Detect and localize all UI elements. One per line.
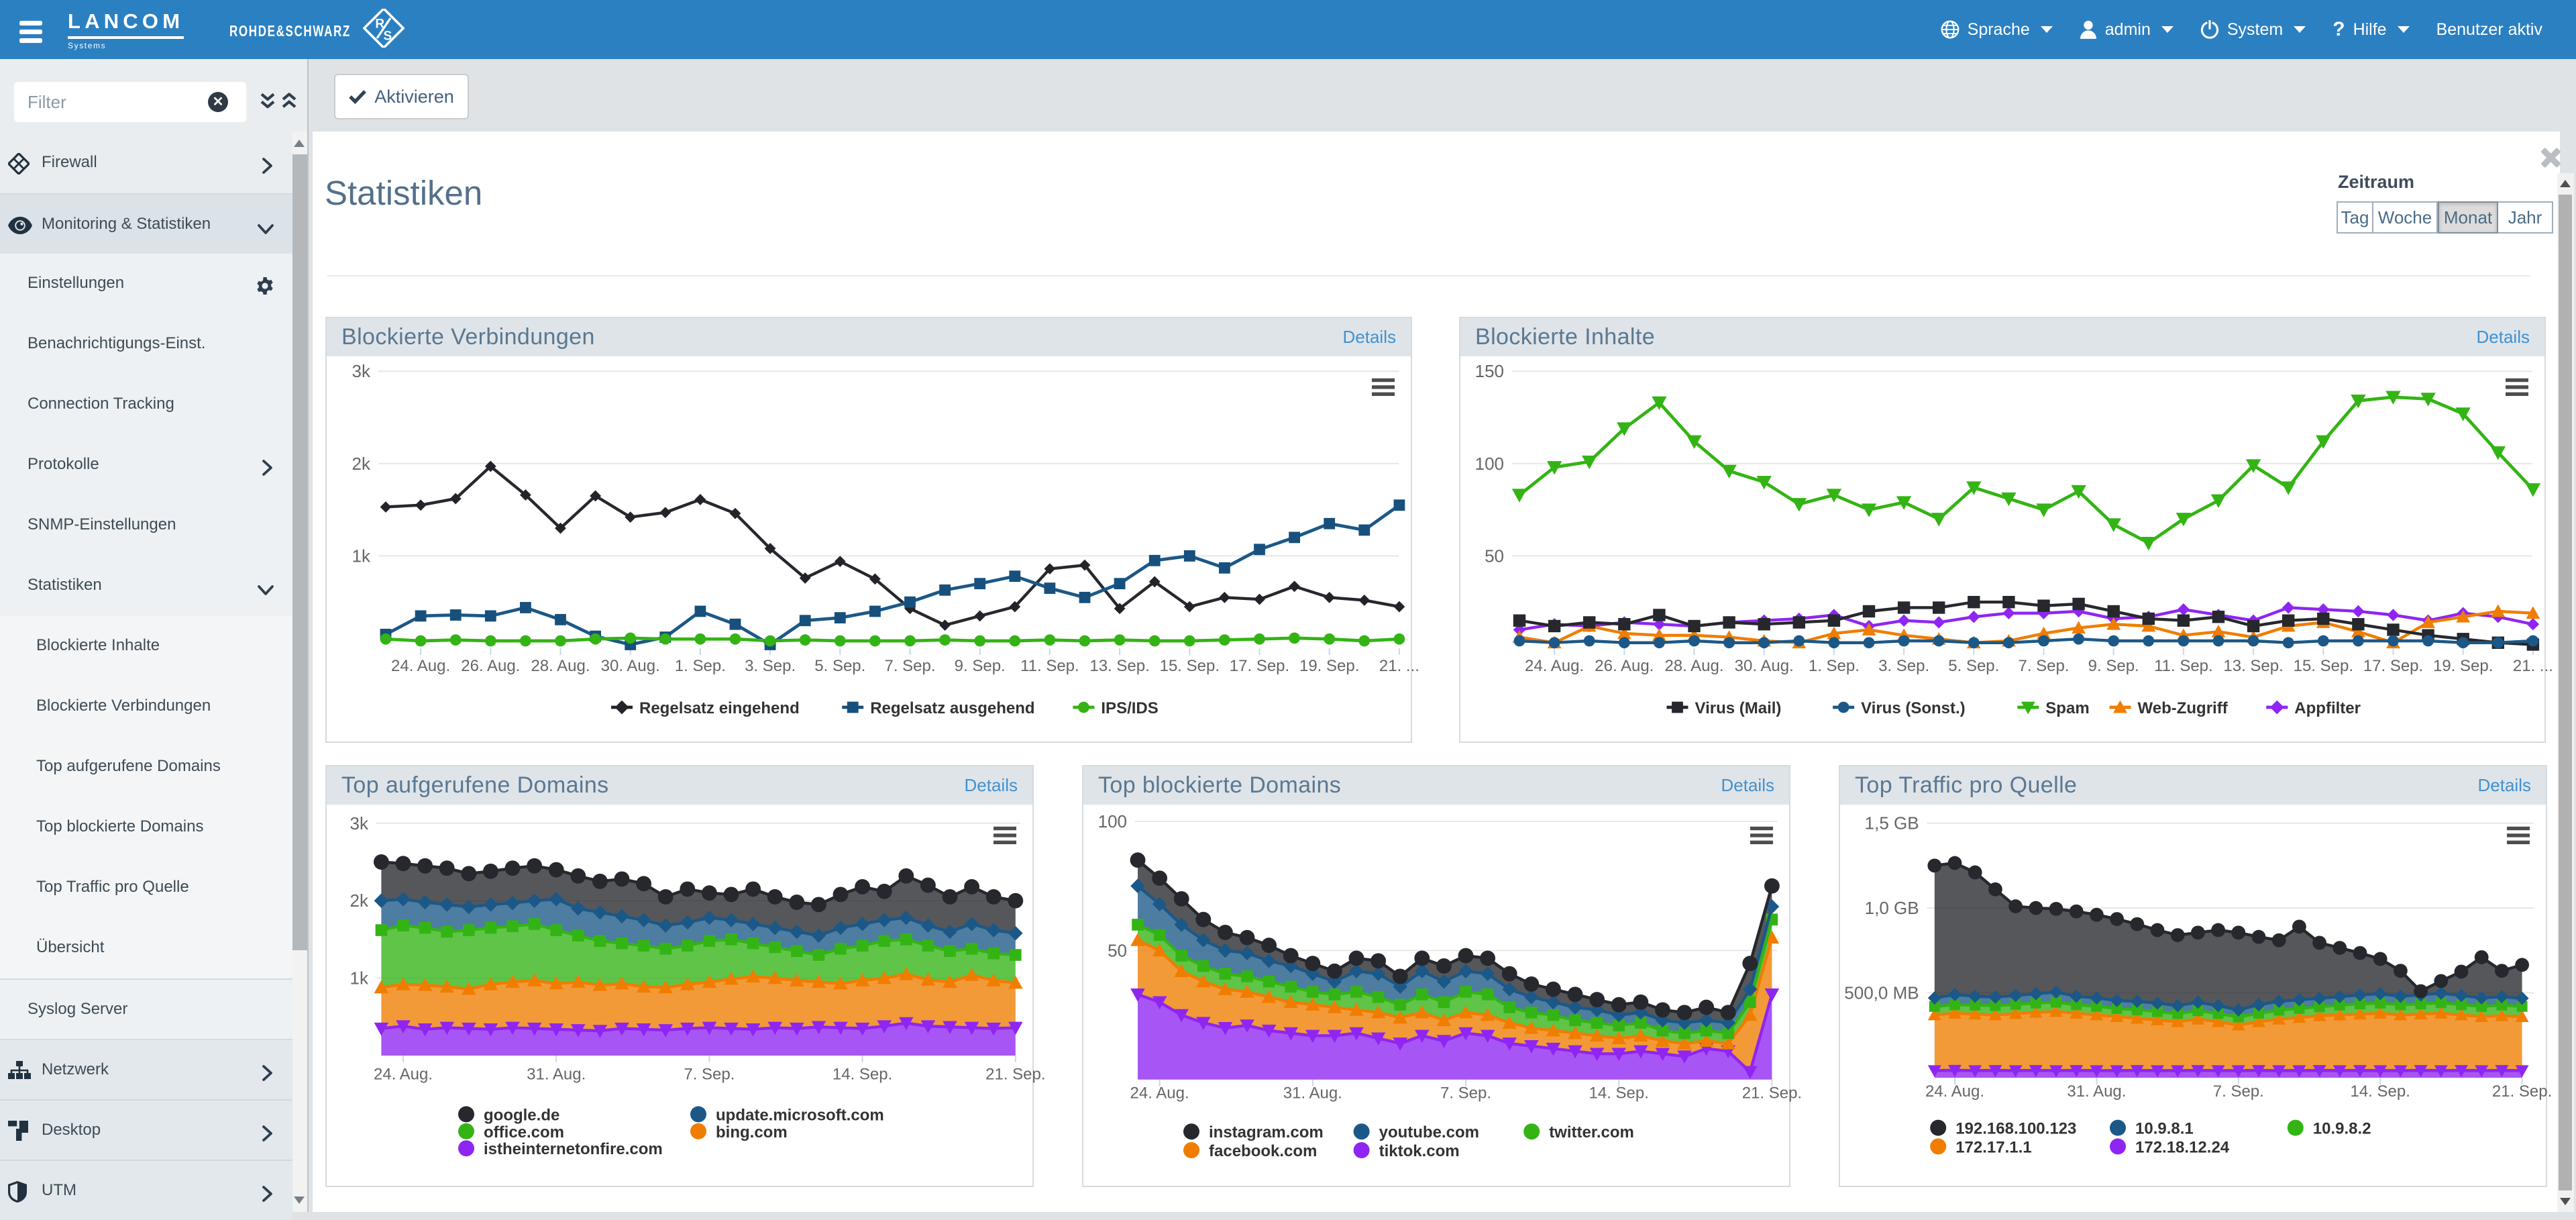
svg-text:19. Sep.: 19. Sep. <box>1299 657 1359 675</box>
svg-text:7. Sep.: 7. Sep. <box>684 1065 735 1083</box>
svg-text:bing.com: bing.com <box>716 1123 788 1141</box>
svg-text:10.9.8.2: 10.9.8.2 <box>2313 1120 2371 1138</box>
svg-text:youtube.com: youtube.com <box>1379 1123 1479 1141</box>
svg-text:7. Sep.: 7. Sep. <box>884 657 935 675</box>
svg-text:Regelsatz eingehend: Regelsatz eingehend <box>639 699 800 717</box>
svg-text:2k: 2k <box>352 454 371 474</box>
svg-text:S: S <box>383 29 392 43</box>
svg-text:31. Aug.: 31. Aug. <box>1283 1084 1342 1103</box>
svg-text:5. Sep.: 5. Sep. <box>1948 657 1999 675</box>
svg-text:IPS/IDS: IPS/IDS <box>1101 699 1158 717</box>
svg-text:100: 100 <box>1475 454 1504 474</box>
svg-text:28. Aug.: 28. Aug. <box>531 657 590 675</box>
svg-text:2k: 2k <box>350 891 369 911</box>
svg-text:26. Aug.: 26. Aug. <box>1595 657 1654 675</box>
svg-text:1,0 GB: 1,0 GB <box>1865 898 1919 918</box>
svg-text:Regelsatz ausgehend: Regelsatz ausgehend <box>870 699 1034 717</box>
svg-text:172.17.1.1: 172.17.1.1 <box>1955 1138 2031 1156</box>
svg-text:24. Aug.: 24. Aug. <box>374 1065 433 1083</box>
svg-text:tiktok.com: tiktok.com <box>1379 1142 1460 1160</box>
svg-text:3. Sep.: 3. Sep. <box>1878 657 1929 675</box>
svg-text:21. Sep.: 21. Sep. <box>985 1065 1045 1083</box>
svg-text:3k: 3k <box>350 813 369 833</box>
svg-text:14. Sep.: 14. Sep. <box>2350 1082 2410 1101</box>
svg-text:5. Sep.: 5. Sep. <box>814 657 865 675</box>
svg-text:31. Aug.: 31. Aug. <box>2067 1082 2126 1101</box>
svg-text:17. Sep.: 17. Sep. <box>1230 657 1289 675</box>
svg-text:500,0 MB: 500,0 MB <box>1844 983 1919 1003</box>
svg-text:1. Sep.: 1. Sep. <box>1809 657 1860 675</box>
svg-text:facebook.com: facebook.com <box>1209 1142 1317 1160</box>
svg-text:31. Aug.: 31. Aug. <box>527 1065 586 1083</box>
svg-text:Virus (Sonst.): Virus (Sonst.) <box>1861 699 1966 717</box>
svg-text:21. Sep.: 21. Sep. <box>2492 1082 2552 1101</box>
svg-text:30. Aug.: 30. Aug. <box>601 657 660 675</box>
svg-text:9. Sep.: 9. Sep. <box>2088 657 2139 675</box>
svg-text:7. Sep.: 7. Sep. <box>1440 1084 1491 1103</box>
svg-text:11. Sep.: 11. Sep. <box>2154 657 2213 675</box>
svg-text:24. Aug.: 24. Aug. <box>1925 1082 1984 1101</box>
svg-text:11. Sep.: 11. Sep. <box>1020 657 1079 675</box>
svg-text:26. Aug.: 26. Aug. <box>461 657 520 675</box>
svg-text:50: 50 <box>1108 940 1127 960</box>
svg-text:24. Aug.: 24. Aug. <box>391 657 450 675</box>
svg-text:7. Sep.: 7. Sep. <box>2018 657 2069 675</box>
svg-text:10.9.8.1: 10.9.8.1 <box>2135 1120 2194 1138</box>
svg-text:21. ...: 21. ... <box>1379 657 1419 675</box>
svg-text:Appfilter: Appfilter <box>2294 699 2361 717</box>
svg-text:21. Sep.: 21. Sep. <box>1742 1084 1802 1103</box>
svg-text:office.com: office.com <box>484 1123 564 1141</box>
svg-text:14. Sep.: 14. Sep. <box>1589 1084 1648 1103</box>
svg-text:R: R <box>375 17 384 31</box>
svg-text:172.18.12.24: 172.18.12.24 <box>2135 1138 2230 1156</box>
svg-text:1k: 1k <box>352 546 371 566</box>
svg-text:15. Sep.: 15. Sep. <box>2294 657 2353 675</box>
svg-text:24. Aug.: 24. Aug. <box>1525 657 1584 675</box>
svg-text:100: 100 <box>1098 811 1127 831</box>
svg-text:1,5 GB: 1,5 GB <box>1865 813 1919 833</box>
svg-text:Web-Zugriff: Web-Zugriff <box>2138 699 2229 717</box>
svg-text:30. Aug.: 30. Aug. <box>1735 657 1794 675</box>
svg-text:13. Sep.: 13. Sep. <box>1089 657 1149 675</box>
svg-text:instagram.com: instagram.com <box>1209 1123 1324 1141</box>
svg-text:150: 150 <box>1475 361 1504 381</box>
svg-text:14. Sep.: 14. Sep. <box>833 1065 892 1083</box>
svg-text:3k: 3k <box>352 361 371 381</box>
svg-text:Virus (Mail): Virus (Mail) <box>1695 699 1782 717</box>
svg-text:Spam: Spam <box>2045 699 2089 717</box>
svg-text:1k: 1k <box>350 968 369 988</box>
svg-text:update.microsoft.com: update.microsoft.com <box>716 1106 884 1124</box>
svg-text:15. Sep.: 15. Sep. <box>1160 657 1220 675</box>
svg-text:13. Sep.: 13. Sep. <box>2223 657 2283 675</box>
svg-text:24. Aug.: 24. Aug. <box>1130 1084 1189 1103</box>
svg-text:50: 50 <box>1485 546 1504 566</box>
svg-text:9. Sep.: 9. Sep. <box>955 657 1006 675</box>
svg-text:3. Sep.: 3. Sep. <box>745 657 796 675</box>
svg-text:28. Aug.: 28. Aug. <box>1664 657 1723 675</box>
svg-text:19. Sep.: 19. Sep. <box>2433 657 2493 675</box>
svg-text:google.de: google.de <box>484 1106 559 1124</box>
svg-text:192.168.100.123: 192.168.100.123 <box>1955 1120 2076 1138</box>
svg-text:istheinternetonfire.com: istheinternetonfire.com <box>484 1140 663 1158</box>
svg-text:1. Sep.: 1. Sep. <box>675 657 726 675</box>
svg-text:21. ...: 21. ... <box>2513 657 2553 675</box>
svg-text:7. Sep.: 7. Sep. <box>2213 1082 2264 1101</box>
svg-text:17. Sep.: 17. Sep. <box>2363 657 2423 675</box>
svg-text:twitter.com: twitter.com <box>1549 1123 1634 1141</box>
